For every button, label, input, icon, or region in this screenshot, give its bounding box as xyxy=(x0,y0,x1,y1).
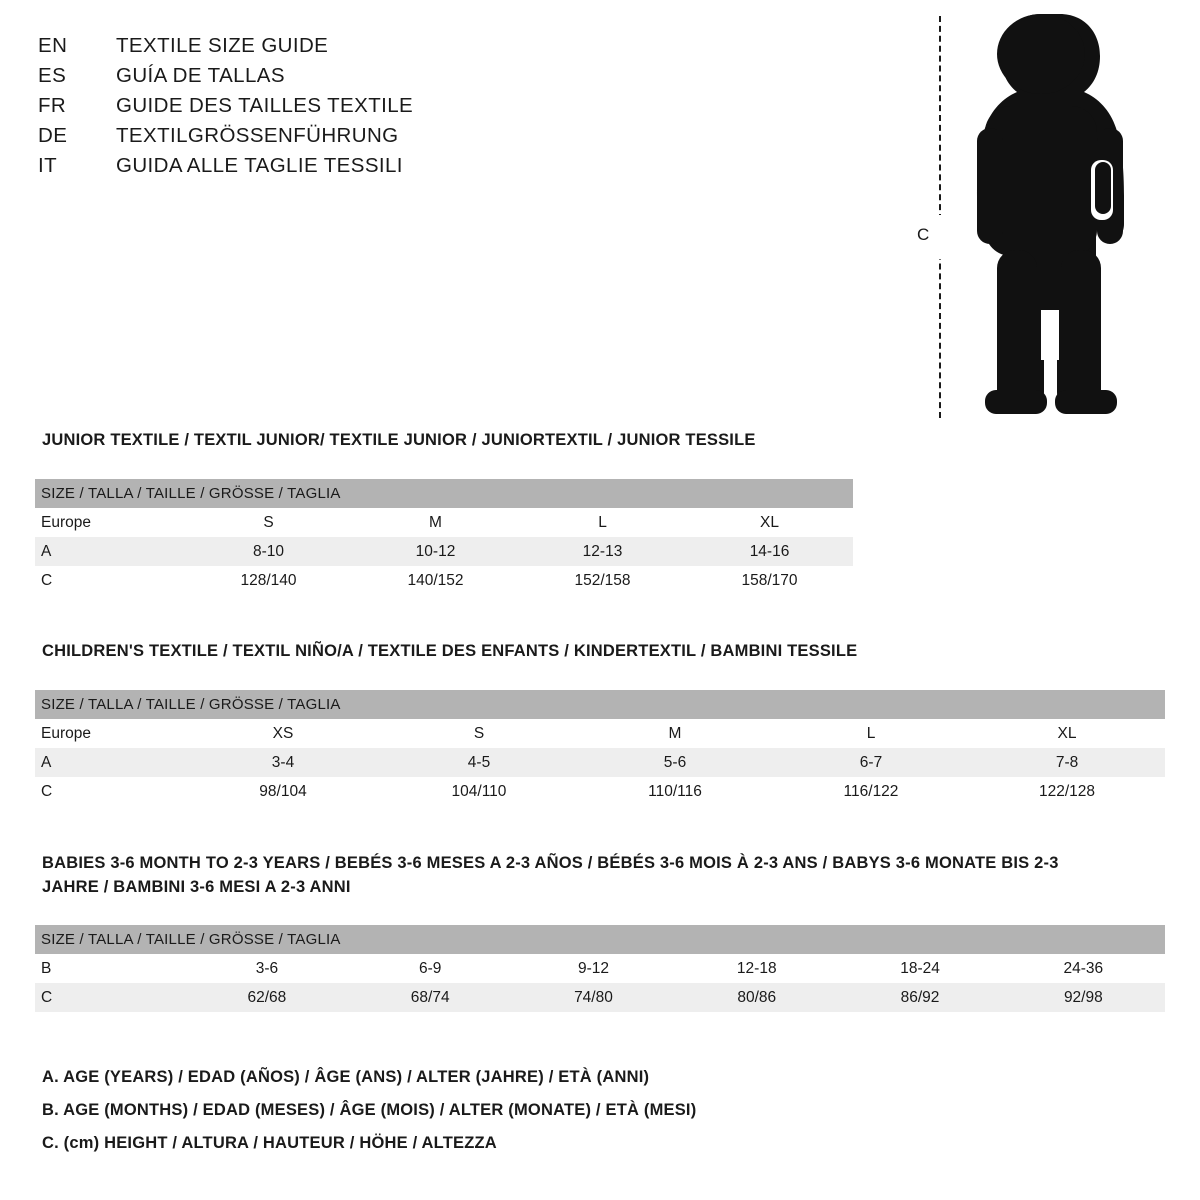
language-code: IT xyxy=(38,154,58,177)
row-label: Europe xyxy=(41,513,91,531)
cell-value: 24-36 xyxy=(1063,959,1104,977)
cell-value: M xyxy=(429,513,442,531)
table-band-label: SIZE / TALLA / TAILLE / GRÖSSE / TAGLIA xyxy=(35,479,854,508)
table-row: C 62/68 68/74 74/80 80/86 86/92 92/98 xyxy=(35,983,1165,1012)
table-band-row: SIZE / TALLA / TAILLE / GRÖSSE / TAGLIA xyxy=(35,925,1165,954)
table-row: A 3-4 4-5 5-6 6-7 7-8 xyxy=(35,748,1166,777)
cell-value: 86/92 xyxy=(900,988,940,1006)
cell-value: 116/122 xyxy=(843,782,899,800)
cell-value: 110/116 xyxy=(648,782,702,800)
cell-value: M xyxy=(668,724,682,742)
cell-value: 80/86 xyxy=(737,988,777,1006)
language-code: EN xyxy=(38,34,68,57)
language-row: ES GUÍA DE TALLAS xyxy=(38,64,558,94)
cell-value: 12-18 xyxy=(736,959,777,977)
height-label-gap xyxy=(933,215,947,259)
cell-value: 74/80 xyxy=(574,988,613,1006)
language-code: FR xyxy=(38,94,67,117)
table-junior: SIZE / TALLA / TAILLE / GRÖSSE / TAGLIA … xyxy=(35,479,854,595)
table-band-row: SIZE / TALLA / TAILLE / GRÖSSE / TAGLIA xyxy=(35,690,1166,719)
language-code: ES xyxy=(38,64,67,87)
language-title: TEXTILGRÖSSENFÜHRUNG xyxy=(116,124,399,147)
table-band-label: SIZE / TALLA / TAILLE / GRÖSSE / TAGLIA xyxy=(35,925,1165,954)
cell-value: 12-13 xyxy=(582,542,623,560)
section-title-babies: BABIES 3-6 MONTH TO 2-3 YEARS / BEBÉS 3-… xyxy=(42,854,1059,896)
cell-value: 6-9 xyxy=(418,959,442,977)
legend-notes: A. AGE (YEARS) / EDAD (AÑOS) / ÂGE (ANS)… xyxy=(42,1068,1042,1167)
row-label: C xyxy=(41,988,53,1006)
cell-value: 3-6 xyxy=(255,959,279,977)
table-band-label: SIZE / TALLA / TAILLE / GRÖSSE / TAGLIA xyxy=(35,690,1166,719)
legend-note: C. (cm) HEIGHT / ALTURA / HAUTEUR / HÖHE… xyxy=(42,1134,497,1152)
cell-value: 122/128 xyxy=(1039,782,1096,800)
section-title-children: CHILDREN'S TEXTILE / TEXTIL NIÑO/A / TEX… xyxy=(42,642,858,660)
cell-value: 140/152 xyxy=(407,571,464,589)
table-row: B 3-6 6-9 9-12 12-18 18-24 24-36 xyxy=(35,954,1165,983)
table-children: SIZE / TALLA / TAILLE / GRÖSSE / TAGLIA … xyxy=(35,690,1166,806)
language-row: EN TEXTILE SIZE GUIDE xyxy=(38,34,558,64)
table-babies: SIZE / TALLA / TAILLE / GRÖSSE / TAGLIA … xyxy=(35,925,1165,1012)
table-row: A 8-10 10-12 12-13 14-16 xyxy=(35,537,854,566)
cell-value: L xyxy=(866,724,876,742)
cell-value: 8-10 xyxy=(252,542,285,560)
cell-value: 68/74 xyxy=(410,988,450,1006)
row-label: Europe xyxy=(41,724,91,742)
language-row: DE TEXTILGRÖSSENFÜHRUNG xyxy=(38,124,558,154)
toddler-silhouette-icon xyxy=(977,14,1124,414)
row-label: A xyxy=(41,753,52,771)
row-label: C xyxy=(41,571,53,589)
cell-value: 6-7 xyxy=(859,753,883,771)
language-title-block: EN TEXTILE SIZE GUIDE ES GUÍA DE TALLAS … xyxy=(38,34,558,184)
table-band-row: SIZE / TALLA / TAILLE / GRÖSSE / TAGLIA xyxy=(35,479,854,508)
table-row: C 98/104 104/110 110/116 116/122 122/128 xyxy=(35,777,1166,806)
row-label: B xyxy=(41,959,52,977)
language-code: DE xyxy=(38,124,68,147)
cell-value: 10-12 xyxy=(415,542,456,560)
cell-value: 104/110 xyxy=(451,782,507,800)
cell-value: 18-24 xyxy=(900,959,940,977)
height-measure-label: C xyxy=(917,225,930,244)
cell-value: 5-6 xyxy=(663,753,687,771)
language-title: GUIDA ALLE TAGLIE TESSILI xyxy=(116,154,403,177)
cell-value: 9-12 xyxy=(577,959,609,977)
language-row: FR GUIDE DES TAILLES TEXTILE xyxy=(38,94,558,124)
language-title: GUÍA DE TALLAS xyxy=(116,64,285,87)
table-row: Europe S M L XL xyxy=(35,508,854,537)
row-label: C xyxy=(41,782,53,800)
cell-value: S xyxy=(263,513,274,531)
table-row: C 128/140 140/152 152/158 158/170 xyxy=(35,566,854,595)
cell-value: S xyxy=(473,724,485,742)
language-row: IT GUIDA ALLE TAGLIE TESSILI xyxy=(38,154,558,184)
cell-value: 62/68 xyxy=(247,988,287,1006)
cell-value: 14-16 xyxy=(749,542,790,560)
cell-value: XS xyxy=(272,724,294,742)
legend-note: B. AGE (MONTHS) / EDAD (MESES) / ÂGE (MO… xyxy=(42,1101,697,1119)
cell-value: XL xyxy=(760,513,779,531)
height-figure: C xyxy=(905,10,1135,425)
cell-value: 4-5 xyxy=(467,753,491,771)
cell-value: 158/170 xyxy=(741,571,798,589)
cell-value: XL xyxy=(1057,724,1077,742)
section-title-junior: JUNIOR TEXTILE / TEXTIL JUNIOR/ TEXTILE … xyxy=(42,431,756,449)
cell-value: 152/158 xyxy=(574,571,631,589)
legend-note: A. AGE (YEARS) / EDAD (AÑOS) / ÂGE (ANS)… xyxy=(42,1068,650,1086)
cell-value: 92/98 xyxy=(1063,988,1103,1006)
cell-value: 3-4 xyxy=(271,753,295,771)
cell-value: 128/140 xyxy=(240,571,297,589)
cell-value: 98/104 xyxy=(259,782,307,800)
cell-value: 7-8 xyxy=(1055,753,1079,771)
language-title: GUIDE DES TAILLES TEXTILE xyxy=(116,94,414,117)
cell-value: L xyxy=(598,513,607,531)
table-row: Europe XS S M L XL xyxy=(35,719,1166,748)
row-label: A xyxy=(41,542,52,560)
language-title: TEXTILE SIZE GUIDE xyxy=(116,34,329,57)
